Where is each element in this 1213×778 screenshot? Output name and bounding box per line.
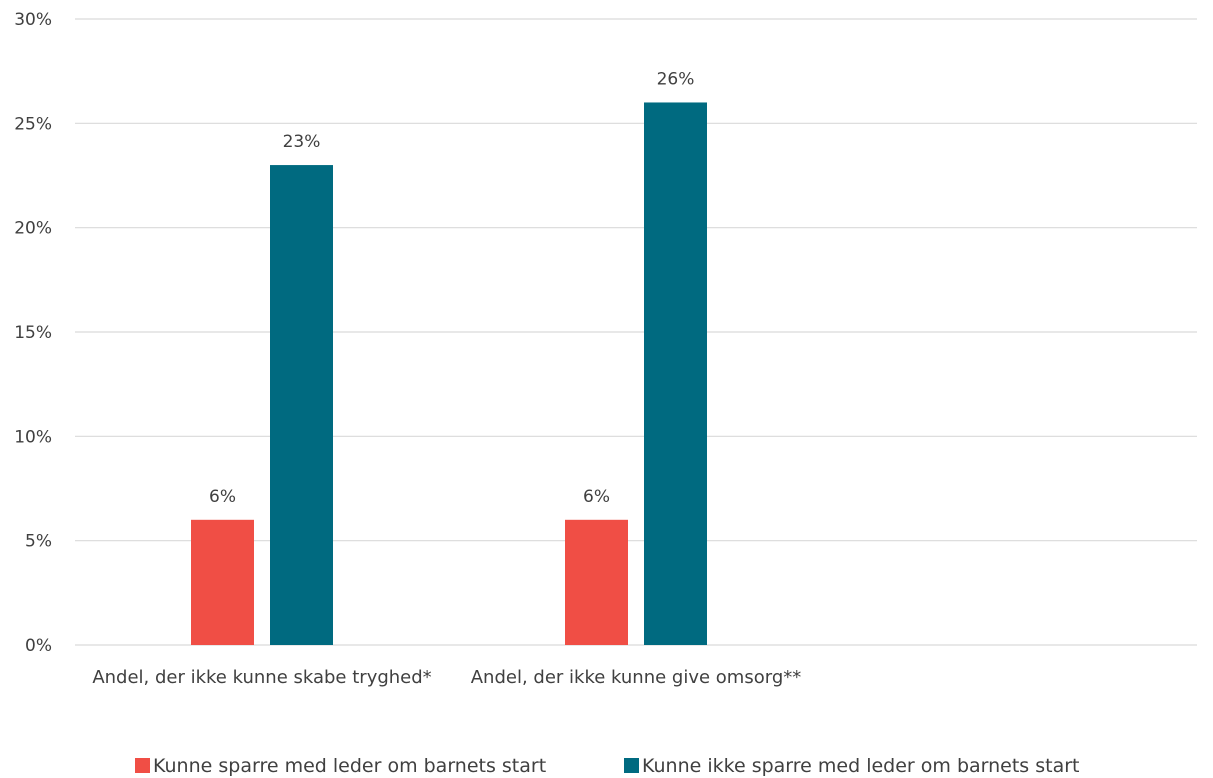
y-tick-label: 20% (14, 219, 52, 239)
y-axis: 0% 5% 10% 15% 20% 25% 30% (14, 10, 52, 656)
y-tick-label: 25% (14, 114, 52, 134)
bars (191, 102, 707, 646)
category-label: Andel, der ikke kunne give omsorg** (471, 667, 802, 688)
bar-series-1 (565, 519, 628, 645)
y-tick-label: 5% (25, 532, 52, 552)
gridlines (75, 18, 1197, 646)
legend-swatch (624, 758, 639, 773)
data-label: 23% (283, 132, 321, 152)
bar-series-2 (644, 102, 707, 645)
legend: Kunne sparre med leder om barnets start K… (135, 755, 1080, 777)
x-axis: Andel, der ikke kunne skabe tryghed* Ande… (92, 667, 801, 688)
legend-swatch (135, 758, 150, 773)
data-label: 6% (583, 487, 610, 507)
bar-series-1 (191, 519, 254, 645)
y-tick-label: 10% (14, 427, 52, 447)
y-tick-label: 15% (14, 323, 52, 343)
data-labels: 6% 23% 6% 26% (209, 69, 694, 506)
legend-label: Kunne ikke sparre med leder om barnets s… (642, 755, 1080, 777)
y-tick-label: 30% (14, 10, 52, 30)
category-label: Andel, der ikke kunne skabe tryghed* (92, 667, 431, 688)
y-tick-label: 0% (25, 636, 52, 656)
legend-label: Kunne sparre med leder om barnets start (153, 755, 546, 777)
bar-series-2 (270, 165, 333, 646)
data-label: 6% (209, 487, 236, 507)
data-label: 26% (657, 69, 695, 89)
